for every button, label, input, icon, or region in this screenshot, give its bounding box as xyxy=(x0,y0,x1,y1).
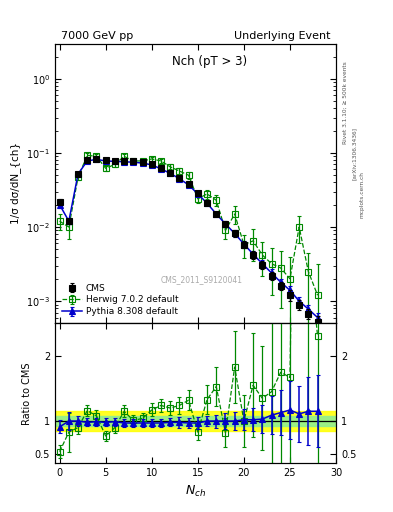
Text: Underlying Event: Underlying Event xyxy=(234,31,331,41)
Y-axis label: Ratio to CMS: Ratio to CMS xyxy=(22,362,32,424)
Y-axis label: 1/σ dσ/dN_{ch}: 1/σ dσ/dN_{ch} xyxy=(10,142,20,224)
Text: Nch (pT > 3): Nch (pT > 3) xyxy=(172,55,247,68)
Text: Rivet 3.1.10; ≥ 500k events: Rivet 3.1.10; ≥ 500k events xyxy=(343,61,348,144)
Legend: CMS, Herwig 7.0.2 default, Pythia 8.308 default: CMS, Herwig 7.0.2 default, Pythia 8.308 … xyxy=(59,281,181,319)
Text: CMS_2011_S9120041: CMS_2011_S9120041 xyxy=(160,275,242,284)
Text: 7000 GeV pp: 7000 GeV pp xyxy=(61,31,133,41)
Text: [arXiv:1306.3436]: [arXiv:1306.3436] xyxy=(352,127,357,180)
X-axis label: $\mathit{N}_{ch}$: $\mathit{N}_{ch}$ xyxy=(185,484,206,499)
Text: mcplots.cern.ch: mcplots.cern.ch xyxy=(360,171,365,218)
